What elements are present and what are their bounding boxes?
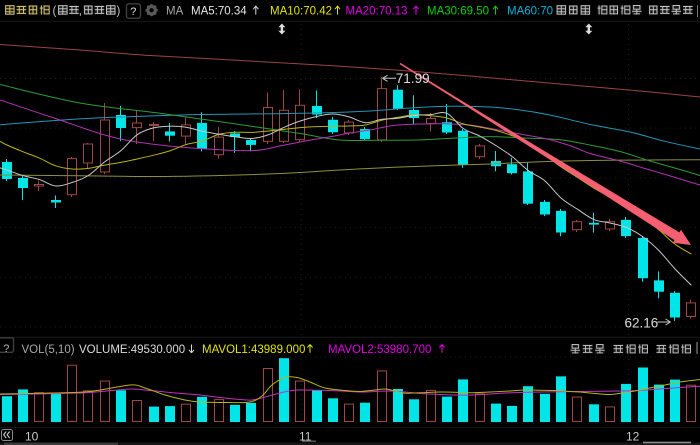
- svg-text:11: 11: [299, 430, 312, 444]
- svg-text:12: 12: [626, 430, 640, 444]
- svg-text:(: (: [53, 5, 57, 17]
- svg-text:MA30:69.50: MA30:69.50: [427, 5, 489, 17]
- svg-text:VOLUME:49530.000: VOLUME:49530.000: [79, 344, 185, 356]
- svg-text:MA10:70.42: MA10:70.42: [270, 5, 332, 17]
- svg-text:VOL(5,10): VOL(5,10): [22, 344, 75, 356]
- svg-text:MAVOL2:53980.700: MAVOL2:53980.700: [328, 344, 431, 356]
- svg-text:71.99: 71.99: [396, 71, 430, 86]
- svg-text:?: ?: [130, 6, 136, 18]
- svg-text:MA20:70.13: MA20:70.13: [346, 5, 408, 17]
- svg-text:): ): [117, 5, 121, 17]
- svg-text:MAVOL1:43989.000: MAVOL1:43989.000: [202, 344, 305, 356]
- svg-text:MA5:70.34: MA5:70.34: [191, 5, 247, 17]
- svg-text:10: 10: [25, 430, 39, 444]
- svg-text:MA: MA: [166, 5, 184, 17]
- svg-text:62.16: 62.16: [625, 316, 659, 331]
- svg-text:,: ,: [79, 5, 82, 17]
- svg-text:MA60:70: MA60:70: [507, 5, 553, 17]
- svg-text:?: ?: [3, 343, 9, 355]
